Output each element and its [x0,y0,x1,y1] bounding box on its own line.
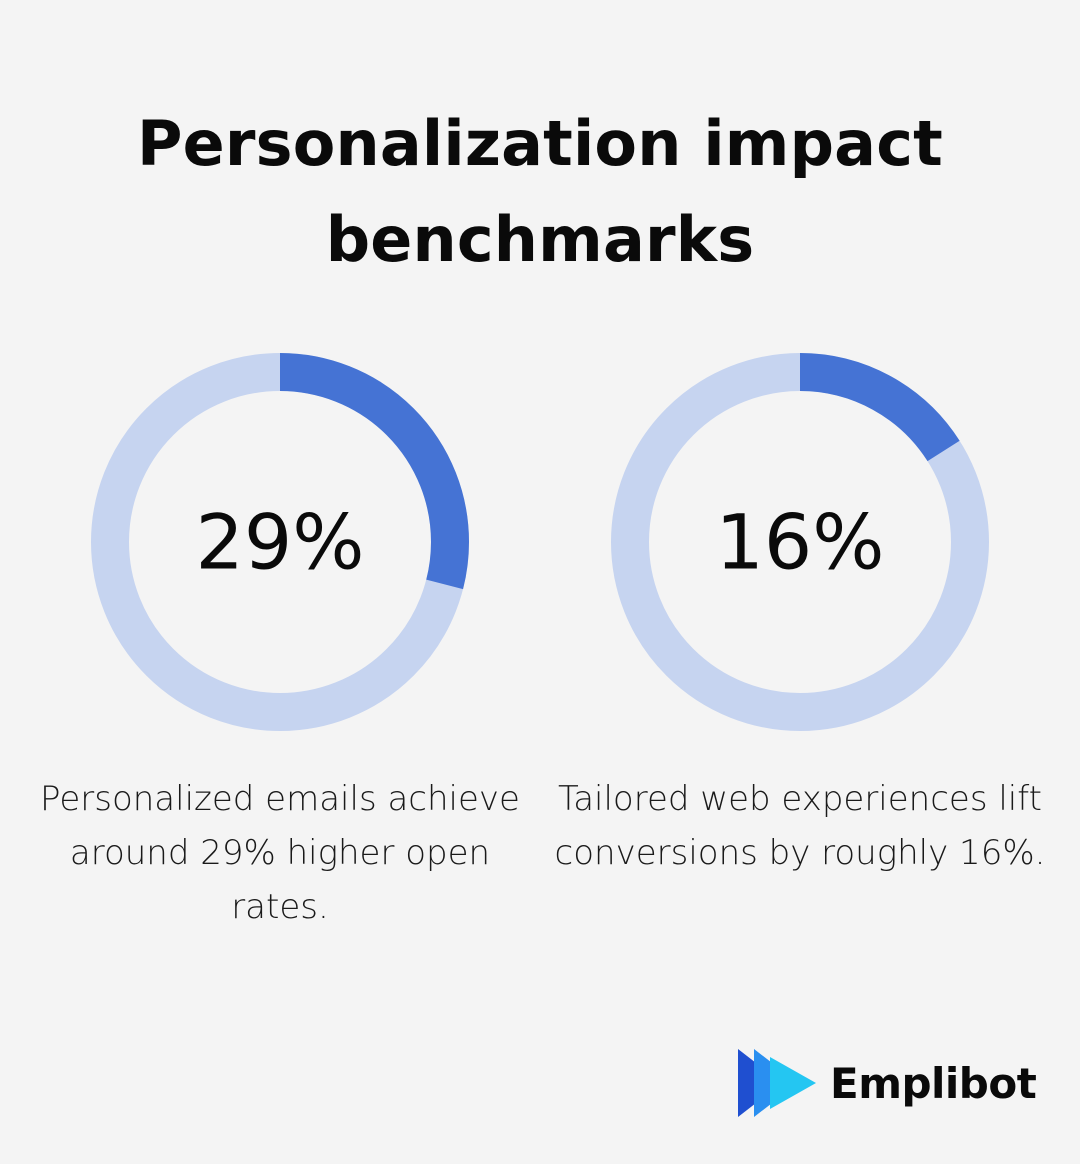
page-title: Personalization impact benchmarks [0,96,1080,288]
brand-name: Emplibot [830,1058,1037,1108]
donut-arc-value [91,353,469,731]
donut-chart-conversions: 16% [611,353,989,731]
play-triangle-logo-icon [738,1049,816,1117]
stat-description: Tailored web experiences lift conversion… [554,779,1046,873]
stat-conversions: 16% Tailored web experiences lift conver… [540,352,1060,880]
title-line-2: benchmarks [325,203,755,276]
donut-chart-open-rates: 29% [91,353,469,731]
donut-arc-value [611,353,989,731]
donut-center-label: 16% [716,498,885,587]
stat-description: Personalized emails achieve around 29% h… [40,779,520,927]
brand-logo: Emplibot [736,1046,1037,1120]
title-line-1: Personalization impact [136,107,944,180]
stat-open-rates: 29% Personalized emails achieve around 2… [20,352,540,934]
donut-center-label: 29% [196,498,365,587]
